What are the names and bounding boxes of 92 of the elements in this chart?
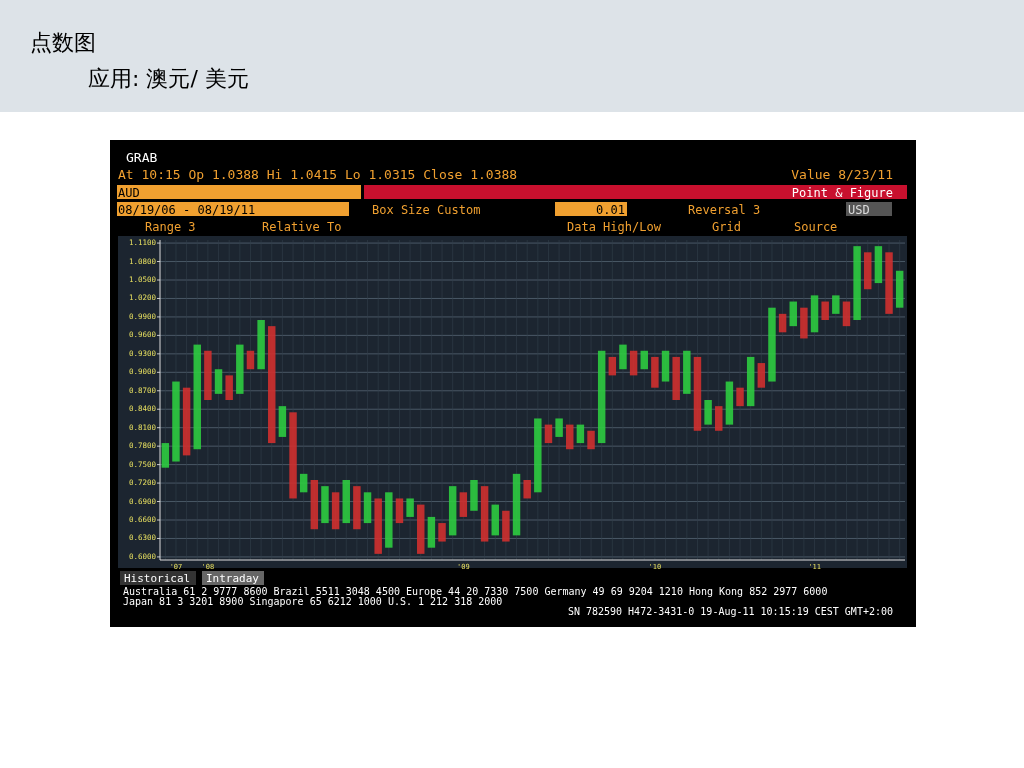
bar [853,246,861,320]
bar [757,363,766,388]
bar [597,350,606,444]
text: Relative To [262,220,342,234]
bar [810,295,819,333]
bar [587,430,595,450]
bar [417,504,425,554]
bar [832,295,840,314]
bar [725,381,734,425]
bar [544,424,553,444]
text: SN 782590 H472-3431-0 19-Aug-11 10:15:19 CEST GMT+2:00 [567,606,893,617]
bar [885,252,893,314]
bar [576,424,585,444]
bar [768,307,776,382]
bar [895,270,904,308]
bar [491,504,499,536]
bar [161,443,170,468]
text: Historical [124,572,191,585]
bar [374,498,382,554]
bar [331,492,340,530]
bar [661,350,670,382]
bar [683,350,691,394]
bar [236,344,244,394]
bar [502,510,510,542]
bar [353,486,361,530]
text: Box Size Custom [372,203,481,217]
bar [257,320,265,370]
bar [864,252,872,290]
bar [310,480,319,530]
bar [512,473,521,536]
bar [651,356,659,388]
bar [278,406,287,437]
bar [363,492,372,524]
bar [821,301,829,320]
bar [789,301,797,327]
text: Source [794,220,838,234]
bar [193,344,201,450]
bar [566,424,574,450]
bar [715,406,723,431]
chart-subtitle: 应用: 澳元/ 美元 [88,66,249,91]
bar [874,246,883,284]
bar [800,307,808,339]
bar [438,523,446,542]
text: Reversal 3 [688,203,761,217]
text: 0.01 [596,203,625,217]
bar [321,486,329,524]
text: 08/19/06 - 08/19/11 [118,203,256,217]
bar [746,356,755,407]
bar [214,369,223,394]
bar [523,480,531,499]
bar [385,492,393,548]
bar [619,344,627,370]
bar [704,400,712,425]
text: AUD [118,186,140,200]
bar [427,516,436,548]
chart-title: 点数图 [30,30,96,55]
bar [406,498,414,517]
bar [608,356,617,376]
bar [842,301,851,327]
text: Data High/Low [567,220,662,234]
bar [470,480,478,511]
bar [172,381,180,462]
bar [182,387,191,456]
bar [640,350,648,370]
bar [448,486,457,536]
bar [736,387,744,407]
bar [693,356,702,431]
text: Grid [712,220,741,234]
bar [629,350,638,376]
text: Point & Figure [791,186,893,200]
bar [289,412,297,499]
bar [672,356,680,400]
bar [480,486,489,542]
bar [299,473,308,493]
bar [204,350,212,400]
bar [778,313,787,333]
text: At 10:15 Op 1.0388 Hi 1.0415 Lo 1.0315 Close 1.0388 [118,167,518,182]
text: Value 8/23/11 [791,167,893,182]
bar [246,350,255,370]
bar [555,418,563,437]
bar [342,480,350,524]
text: GRAB [126,150,158,165]
text: Intraday [206,572,260,585]
bar [459,492,468,517]
text: Japan 81 3 3201 8900 Singapore 65 6212 1000 U.S. 1 212 318 2000 [123,596,503,607]
text: Australia 61 2 9777 8600 Brazil 5511 3048 4500 Europe 44 20 7330 7500 Germany 49 69 9204 1210 Hong Kong 852 2977 6000 [123,586,828,597]
bar [534,418,542,493]
bar [395,498,404,524]
text: Range 3 [145,220,196,234]
bar [268,326,276,444]
text: USD [848,203,870,217]
bar [225,375,233,400]
